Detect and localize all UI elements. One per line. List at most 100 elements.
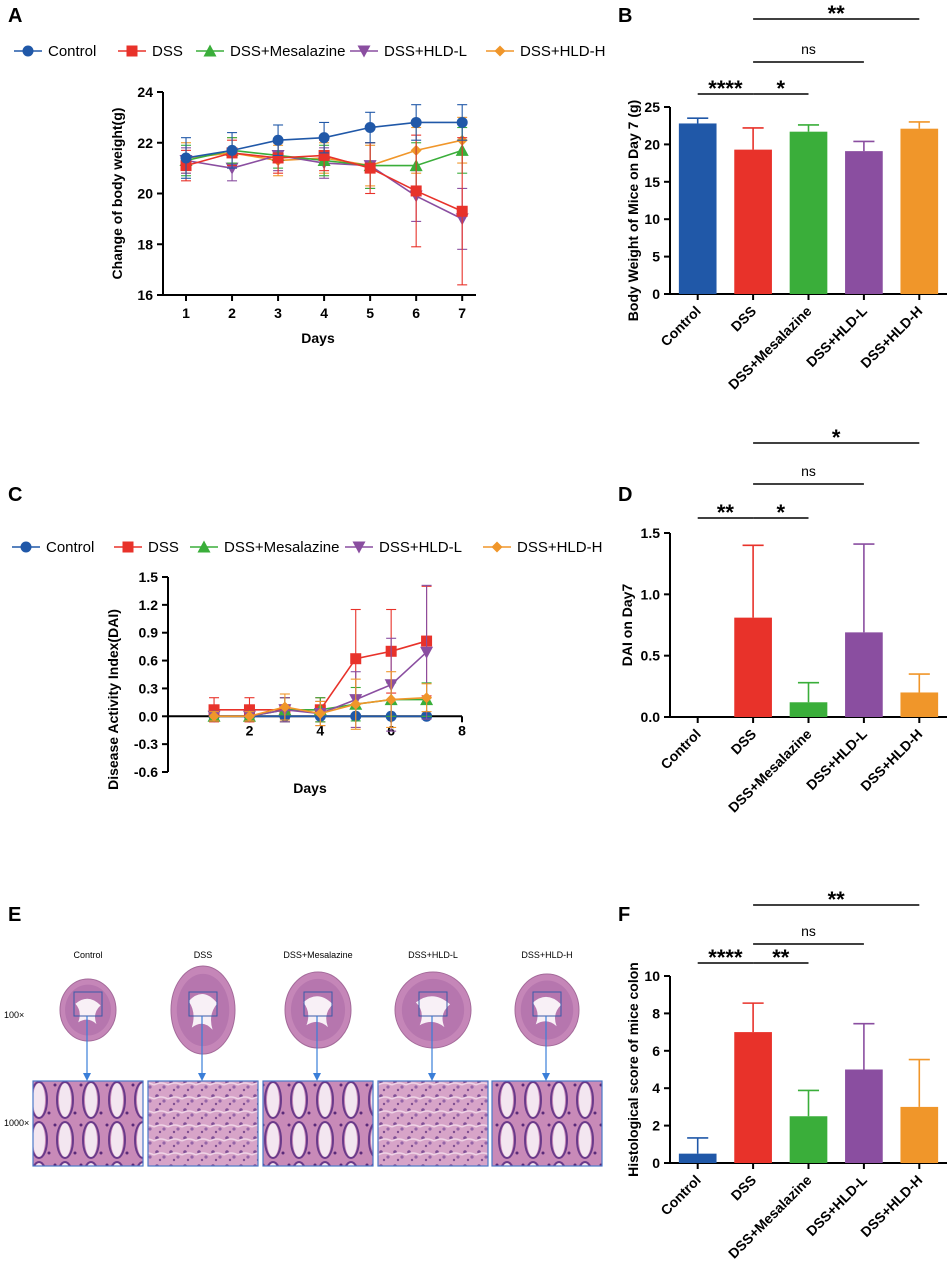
series-control: [180, 104, 468, 179]
significance-label: *: [832, 425, 841, 450]
zoom-arrowhead: [198, 1073, 206, 1081]
data-point-dss-hld-h: [350, 698, 362, 710]
histology-label-dss-hld-h: DSS+HLD-H: [521, 950, 572, 960]
x-tick-label: 4: [320, 305, 328, 321]
legend-label-dss-hld-l: DSS+HLD-L: [379, 539, 462, 556]
legend-marker-dss-hld-h: [491, 541, 503, 553]
y-tick-label: 0.5: [641, 648, 661, 664]
y-tick-label: 1.2: [139, 597, 159, 613]
x-tick-label: 4: [316, 722, 324, 738]
data-point-dss: [456, 205, 468, 217]
data-point-dss: [318, 149, 330, 161]
data-point-control: [364, 122, 376, 134]
y-tick-label: 10: [644, 211, 660, 227]
histology-column-dss-hld-l: DSS+HLD-L: [377, 950, 489, 1167]
x-axis-label: Days: [293, 780, 327, 796]
bar-dss-hld-l: [845, 1069, 883, 1163]
legend-label-dss-hld-h: DSS+HLD-H: [520, 43, 605, 60]
significance-label: ns: [801, 41, 816, 57]
y-tick-label: 6: [652, 1043, 660, 1059]
significance-label: **: [717, 500, 735, 525]
bar-control: [678, 1153, 717, 1163]
bar-dss: [734, 1032, 772, 1163]
micrograph-dss: [147, 1080, 259, 1167]
legend-marker-dss-mesalazine: [197, 540, 211, 553]
histology-column-control: Control: [32, 950, 144, 1167]
y-tick-label: 24: [137, 84, 153, 100]
data-point-control: [180, 152, 192, 164]
y-tick-label: -0.6: [134, 764, 158, 780]
bar-dss-hld-l: [845, 151, 883, 294]
y-axis-label: Disease Activity Index(DAI): [105, 609, 121, 790]
y-tick-label: 8: [652, 1005, 660, 1021]
y-tick-label: 1.5: [139, 569, 159, 585]
colon-lumen: [303, 996, 333, 1028]
legend-marker-control: [22, 45, 34, 57]
y-tick-label: 0: [652, 1155, 660, 1171]
data-point-dss: [364, 162, 376, 174]
y-tick-label: 0.6: [139, 653, 159, 669]
colon-lumen: [415, 996, 451, 1028]
data-point-control: [456, 116, 468, 128]
x-tick-label: 7: [458, 305, 466, 321]
x-tick-label: 5: [366, 305, 374, 321]
bar-control: [678, 123, 717, 295]
histology-mag-low: 100×: [4, 1010, 24, 1020]
x-tick-label: 2: [228, 305, 236, 321]
y-axis-label: Body Weight of Mice on Day 7 (g): [625, 100, 641, 321]
significance-label: ****: [708, 945, 743, 970]
x-tick-label: 8: [458, 722, 466, 738]
data-point-control: [410, 116, 422, 128]
series-dss: [180, 134, 468, 286]
legend-label-dss-mesalazine: DSS+Mesalazine: [230, 43, 345, 60]
y-tick-label: 5: [652, 249, 660, 265]
legend-marker-dss: [126, 45, 138, 57]
panel-letter-d: D: [618, 484, 632, 506]
colon-lumen: [75, 998, 101, 1024]
y-tick-label: 0.9: [139, 625, 159, 641]
micrograph-dss-hld-l: [377, 1080, 489, 1167]
colon-lumen: [532, 996, 562, 1027]
data-point-dss-hld-h: [279, 701, 291, 713]
micrograph-dss-hld-h: [491, 1080, 603, 1167]
data-point-control: [318, 132, 330, 144]
y-tick-label: 16: [137, 287, 153, 303]
y-axis-label: Change of body weight(g): [109, 108, 125, 280]
legend-marker-control: [20, 541, 32, 553]
histology-panel: 100× 1000× Control DSS DSS+Mesalazine DSS+H…: [4, 950, 603, 1167]
panel-letter-f: F: [618, 904, 630, 926]
legend-label-dss: DSS: [148, 539, 179, 556]
legend-marker-dss-hld-h: [494, 45, 506, 57]
legend-marker-dss-hld-l: [352, 541, 366, 554]
legend-marker-dss-hld-l: [357, 45, 371, 58]
histology-column-dss-mesalazine: DSS+Mesalazine: [262, 950, 374, 1167]
bar-dss-mesalazine: [789, 1116, 828, 1163]
data-point-dss-hld-l: [420, 646, 434, 659]
histology-label-dss-mesalazine: DSS+Mesalazine: [283, 950, 352, 960]
x-tick-label-control: Control: [657, 1172, 704, 1219]
bar-dss-hld-h: [900, 128, 939, 294]
legend-marker-dss: [122, 541, 134, 553]
legend-label-dss-hld-h: DSS+HLD-H: [517, 539, 602, 556]
data-point-dss-hld-h: [243, 710, 255, 722]
histology-label-control: Control: [73, 950, 102, 960]
zoom-arrowhead: [428, 1073, 436, 1081]
legend-label-dss: DSS: [152, 43, 183, 60]
series-dss-hld-h: [208, 671, 433, 730]
legend-label-control: Control: [48, 43, 96, 60]
histology-label-dss: DSS: [194, 950, 213, 960]
data-point-dss-hld-h: [314, 708, 326, 719]
significance-label: ns: [801, 923, 816, 939]
histology-mag-high: 1000×: [4, 1118, 29, 1128]
zoom-arrowhead: [542, 1073, 550, 1081]
chart-body-weight-change: Control DSS DSS+Mesalazine DSS+HLD-L DSS+HLD…: [14, 43, 605, 346]
y-tick-label: 10: [644, 968, 660, 984]
zoom-arrowhead: [313, 1073, 321, 1081]
x-tick-label-control: Control: [657, 303, 704, 350]
significance-label: ****: [708, 76, 743, 101]
x-tick-label: 1: [182, 305, 190, 321]
x-tick-label: 3: [274, 305, 282, 321]
